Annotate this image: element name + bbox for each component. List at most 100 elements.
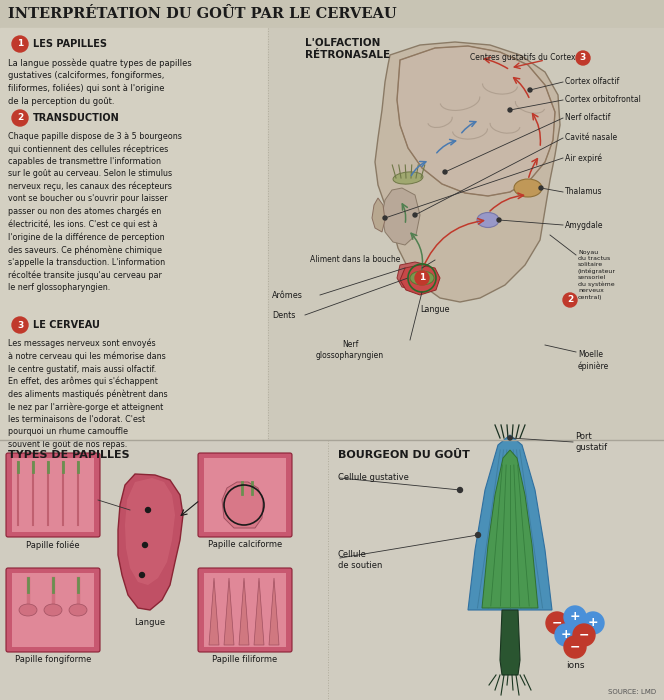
Circle shape — [457, 487, 463, 493]
Text: +: + — [588, 617, 598, 629]
Text: Port
gustatif: Port gustatif — [575, 432, 607, 452]
Text: Cortex olfactif: Cortex olfactif — [565, 78, 620, 87]
Polygon shape — [125, 478, 175, 585]
Text: Papille foliée: Papille foliée — [26, 540, 80, 550]
FancyBboxPatch shape — [6, 568, 100, 652]
Bar — [12, 573, 94, 647]
Polygon shape — [397, 262, 432, 290]
Text: TRANSDUCTION: TRANSDUCTION — [33, 113, 120, 123]
Text: 1: 1 — [419, 274, 425, 283]
Text: LES PAPILLES: LES PAPILLES — [33, 39, 107, 49]
Text: SOURCE: LMD: SOURCE: LMD — [608, 689, 656, 695]
Text: Cortex orbitofrontal: Cortex orbitofrontal — [565, 95, 641, 104]
Text: La langue possède quatre types de papilles
gustatives (calciformes, fongiformes,: La langue possède quatre types de papill… — [8, 58, 192, 106]
Polygon shape — [209, 578, 219, 645]
Circle shape — [546, 612, 568, 634]
Text: Cellule gustative: Cellule gustative — [338, 473, 409, 482]
FancyBboxPatch shape — [198, 568, 292, 652]
Circle shape — [555, 624, 577, 646]
Text: +: + — [570, 610, 580, 624]
Polygon shape — [400, 265, 440, 295]
Bar — [0, 28, 268, 440]
Circle shape — [12, 317, 28, 333]
Text: Moelle
épinière: Moelle épinière — [578, 350, 610, 371]
Circle shape — [12, 36, 28, 52]
Text: Amygdale: Amygdale — [565, 220, 604, 230]
Circle shape — [539, 186, 543, 190]
Text: −: − — [552, 617, 562, 629]
Circle shape — [12, 110, 28, 126]
Circle shape — [528, 88, 532, 92]
Text: −: − — [579, 629, 589, 641]
Text: Cavité nasale: Cavité nasale — [565, 134, 617, 143]
Text: Nerf olfactif: Nerf olfactif — [565, 113, 610, 122]
Text: Thalamus: Thalamus — [565, 188, 602, 197]
Text: Les messages nerveux sont envoyés
à notre cerveau qui les mémorise dans
le centr: Les messages nerveux sont envoyés à notr… — [8, 339, 167, 449]
Text: Noyau
du tractus
solitaire
(intégrateur
sensoriel
du système
nerveux
central): Noyau du tractus solitaire (intégrateur … — [578, 250, 616, 300]
FancyBboxPatch shape — [6, 453, 100, 537]
Circle shape — [475, 533, 481, 538]
Circle shape — [573, 624, 595, 646]
Text: +: + — [560, 629, 571, 641]
Bar — [204, 458, 286, 532]
Text: INTERPRÉTATION DU GOÛT PAR LE CERVEAU: INTERPRÉTATION DU GOÛT PAR LE CERVEAU — [8, 7, 396, 21]
Text: 3: 3 — [580, 53, 586, 62]
Polygon shape — [468, 435, 552, 610]
Polygon shape — [224, 578, 234, 645]
FancyBboxPatch shape — [198, 453, 292, 537]
Polygon shape — [500, 610, 520, 675]
Text: Arômes: Arômes — [272, 290, 303, 300]
Polygon shape — [239, 578, 249, 645]
Text: Papille calciforme: Papille calciforme — [208, 540, 282, 549]
Text: Dents: Dents — [272, 311, 295, 319]
Text: 2: 2 — [567, 295, 573, 304]
Circle shape — [497, 218, 501, 222]
Polygon shape — [397, 46, 555, 196]
Text: BOURGEON DU GOÛT: BOURGEON DU GOÛT — [338, 450, 470, 460]
Text: −: − — [570, 640, 580, 654]
Text: 2: 2 — [17, 113, 23, 122]
Circle shape — [508, 436, 512, 440]
Text: Langue: Langue — [134, 618, 165, 627]
Text: Papille filiforme: Papille filiforme — [212, 655, 278, 664]
Circle shape — [413, 213, 417, 217]
Circle shape — [139, 573, 145, 577]
Circle shape — [383, 216, 387, 220]
Text: Cellule
de soutien: Cellule de soutien — [338, 550, 382, 570]
Text: Nerf
glossopharyngien: Nerf glossopharyngien — [316, 340, 384, 360]
Bar — [0, 440, 664, 700]
Circle shape — [563, 293, 577, 307]
Polygon shape — [269, 578, 279, 645]
Ellipse shape — [69, 604, 87, 616]
Text: TYPES DE PAPILLES: TYPES DE PAPILLES — [8, 450, 129, 460]
Circle shape — [582, 612, 604, 634]
Polygon shape — [222, 482, 263, 528]
Ellipse shape — [410, 271, 434, 285]
Circle shape — [576, 51, 590, 65]
Ellipse shape — [44, 604, 62, 616]
Bar — [268, 28, 664, 440]
Polygon shape — [382, 188, 420, 245]
Polygon shape — [375, 42, 560, 302]
Polygon shape — [254, 578, 264, 645]
Text: Centres gustatifs du Cortex: Centres gustatifs du Cortex — [469, 53, 575, 62]
Polygon shape — [372, 198, 385, 232]
Text: Langue: Langue — [420, 305, 450, 314]
Text: 1: 1 — [17, 39, 23, 48]
Text: LE CERVEAU: LE CERVEAU — [33, 320, 100, 330]
Polygon shape — [118, 474, 183, 610]
Circle shape — [415, 271, 429, 285]
Text: 3: 3 — [17, 321, 23, 330]
Ellipse shape — [477, 213, 499, 228]
Bar — [12, 458, 94, 532]
Polygon shape — [482, 450, 538, 608]
Text: Air expiré: Air expiré — [565, 153, 602, 163]
Circle shape — [564, 606, 586, 628]
Ellipse shape — [19, 604, 37, 616]
Text: Chaque papille dispose de 3 à 5 bourgeons
qui contiennent des cellules réceptric: Chaque papille dispose de 3 à 5 bourgeon… — [8, 132, 182, 292]
Text: L'OLFACTION
RÉTRONASALE: L'OLFACTION RÉTRONASALE — [305, 38, 390, 60]
Ellipse shape — [514, 179, 542, 197]
Circle shape — [508, 108, 512, 112]
Circle shape — [145, 508, 151, 512]
Circle shape — [143, 542, 147, 547]
